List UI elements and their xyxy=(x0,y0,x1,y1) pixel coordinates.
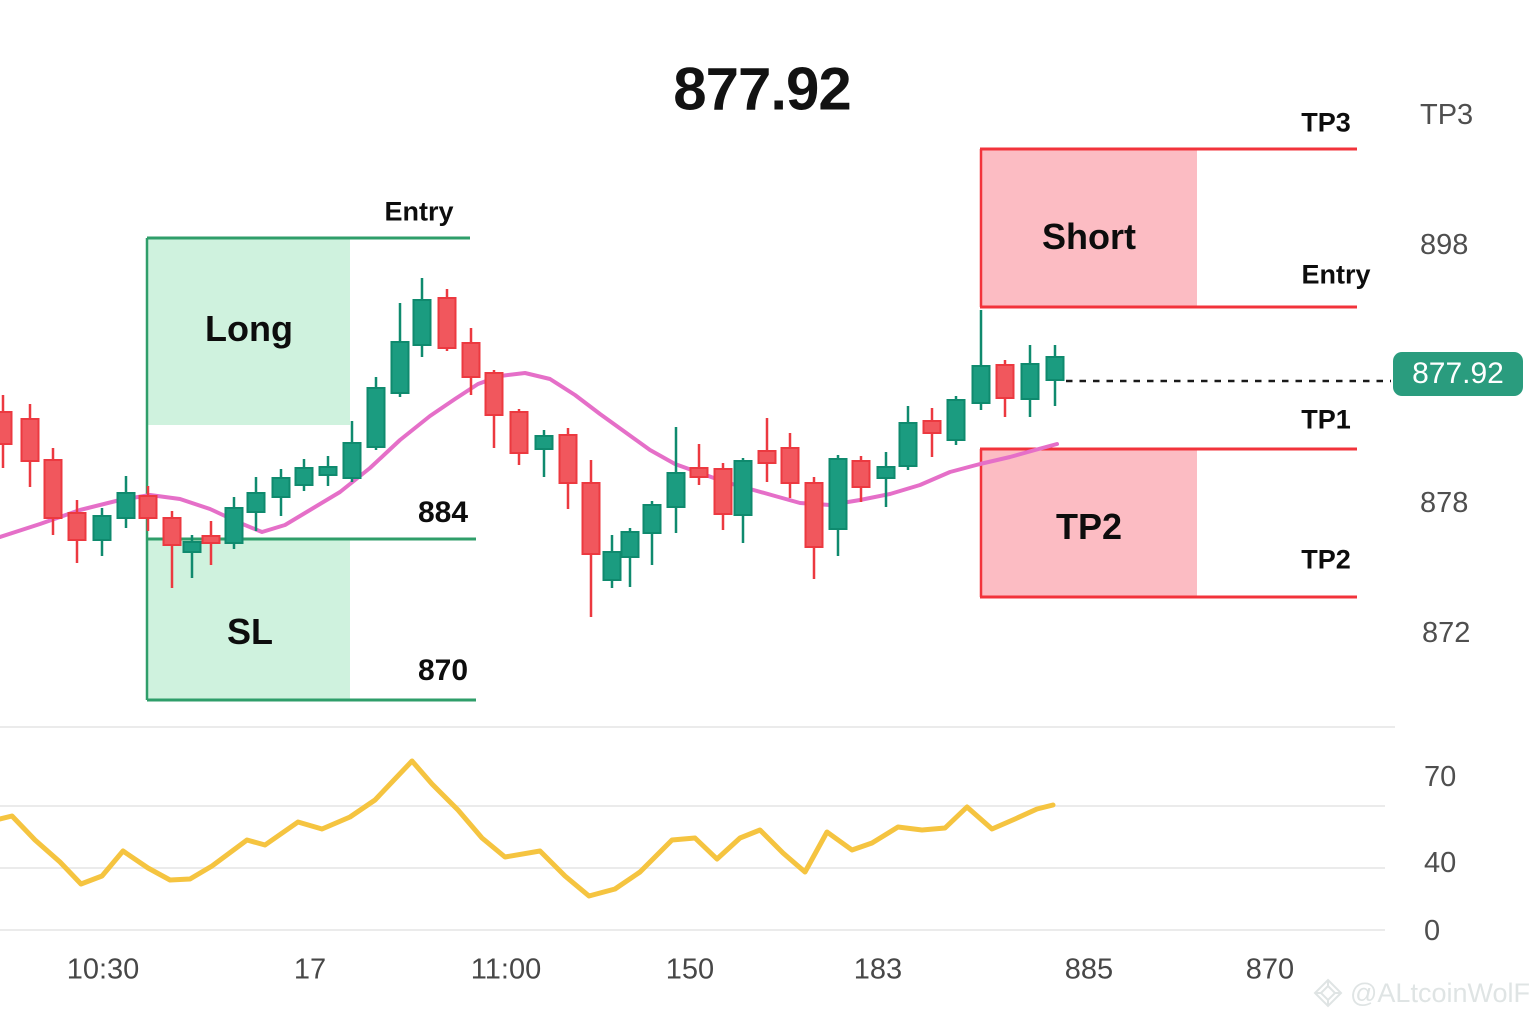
x-axis-tick-17: 17 xyxy=(293,953,327,986)
right-axis-tick-898: 898 xyxy=(1420,229,1469,261)
x-axis-tick-183: 183 xyxy=(853,953,903,986)
x-axis-tick-885: 885 xyxy=(1064,953,1114,986)
watermark-handle: @ALtcoinWolF xyxy=(1350,977,1530,1008)
long-entry-line-label: Entry xyxy=(384,196,454,227)
sl-zone-label: SL xyxy=(226,611,274,652)
long-stop-level-label: 870 xyxy=(417,654,469,687)
x-axis-tick-1100: 11:00 xyxy=(470,953,542,986)
right-axis-tick-878: 878 xyxy=(1420,487,1469,519)
short-entry-line-label: Entry xyxy=(1301,259,1371,290)
watermark: @ALtcoinWolF xyxy=(1312,977,1530,1009)
tp2-line-label: TP2 xyxy=(1301,544,1351,575)
x-axis-tick-870: 870 xyxy=(1245,953,1295,986)
long-zone-label: Long xyxy=(205,308,293,349)
right-axis-tick-872: 872 xyxy=(1422,617,1471,649)
short-zone-label: Short xyxy=(1042,216,1136,257)
last-price-badge[interactable]: 877.92 xyxy=(1393,352,1523,396)
tp2-zone-label: TP2 xyxy=(1055,506,1123,547)
tp3-line-label: TP3 xyxy=(1301,107,1351,138)
diamond-logo-icon xyxy=(1313,978,1343,1008)
long-mid-level-label: 884 xyxy=(417,496,469,529)
rsi-axis-tick-70: 70 xyxy=(1424,761,1457,793)
tp1-line-label: TP1 xyxy=(1301,404,1351,435)
rsi-axis-tick-0: 0 xyxy=(1424,915,1441,947)
x-axis-tick-1030: 10:30 xyxy=(66,953,140,986)
last-price-value: 877.92 xyxy=(1412,357,1504,390)
right-axis-tick-tp3: TP3 xyxy=(1420,99,1474,131)
rsi-axis-tick-40: 40 xyxy=(1424,847,1457,879)
page-title: 877.92 xyxy=(673,55,852,123)
x-axis-tick-150: 150 xyxy=(665,953,715,986)
